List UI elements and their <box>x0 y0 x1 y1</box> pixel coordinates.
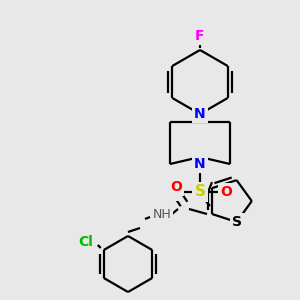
Text: N: N <box>194 107 206 121</box>
Text: S: S <box>194 184 206 200</box>
Text: Cl: Cl <box>78 235 93 249</box>
Text: O: O <box>170 180 182 194</box>
Text: S: S <box>232 215 242 229</box>
Text: N: N <box>194 157 206 171</box>
Text: NH: NH <box>153 208 171 220</box>
Text: O: O <box>220 185 232 199</box>
Text: O: O <box>168 185 180 199</box>
Text: F: F <box>195 29 205 43</box>
